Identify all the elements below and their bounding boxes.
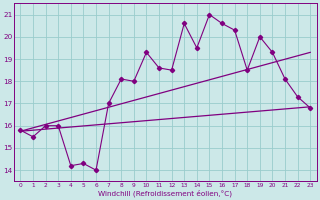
X-axis label: Windchill (Refroidissement éolien,°C): Windchill (Refroidissement éolien,°C) [98,189,232,197]
